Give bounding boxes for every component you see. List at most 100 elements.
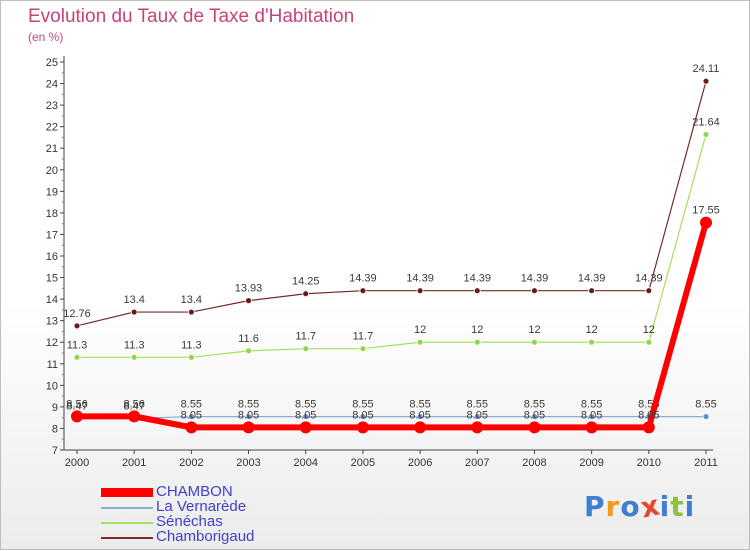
data-point-chambon (528, 421, 541, 434)
data-point-chamborigaud (73, 322, 81, 330)
data-label-chamborigaud: 14.39 (406, 273, 434, 285)
data-label-chambon: 17.55 (692, 205, 720, 217)
data-point-chamborigaud (473, 287, 481, 295)
data-point-chambon (700, 216, 712, 229)
data-point-chamborigaud (645, 287, 653, 295)
data-label-chambon: 8.05 (238, 409, 259, 421)
x-tick-label: 2005 (351, 457, 375, 469)
data-label-la-vernarede: 8.55 (295, 399, 316, 411)
data-point-chambon (642, 421, 655, 434)
data-label-la-vernarede: 8.47 (66, 400, 87, 412)
data-label-senechas: 11.7 (353, 331, 374, 343)
data-point-senechas (588, 338, 596, 346)
proxiti-logo: Proxiti (584, 488, 696, 524)
data-label-la-vernarede: 8.55 (238, 399, 259, 411)
x-tick-label: 2010 (637, 457, 661, 469)
data-label-la-vernarede: 8.55 (181, 399, 202, 411)
data-point-chamborigaud (359, 287, 367, 295)
data-point-chambon (299, 421, 312, 434)
y-tick-label: 19 (46, 186, 58, 198)
logo-letter: i (684, 490, 696, 523)
data-point-chambon (242, 421, 255, 434)
legend-label: Chamborigaud (156, 528, 255, 545)
data-label-chamborigaud: 13.93 (235, 283, 263, 295)
data-label-chamborigaud: 14.25 (292, 276, 320, 288)
data-label-chambon: 8.05 (467, 409, 488, 421)
data-label-senechas: 11.7 (295, 331, 316, 343)
data-label-senechas: 11.3 (124, 339, 145, 351)
y-tick-label: 10 (46, 380, 58, 392)
data-label-chambon: 8.05 (409, 409, 430, 421)
data-point-senechas (130, 353, 138, 361)
data-label-senechas: 21.64 (692, 116, 720, 128)
data-point-chamborigaud (416, 287, 424, 295)
data-point-la-vernarede (416, 413, 424, 420)
data-point-chamborigaud (531, 287, 538, 295)
data-label-la-vernarede: 8.55 (467, 399, 488, 411)
logo-letter: o (620, 490, 641, 523)
data-point-la-vernarede (473, 413, 481, 420)
legend-swatch-chamborigaud (101, 537, 153, 539)
data-point-la-vernarede (187, 413, 195, 420)
x-tick-label: 2003 (236, 457, 260, 469)
data-point-senechas (531, 338, 538, 346)
data-point-chamborigaud (130, 308, 138, 316)
data-label-senechas: 12 (414, 324, 426, 336)
series-line-chamborigaud (76, 81, 707, 327)
y-tick-label: 21 (46, 143, 58, 155)
data-label-chambon: 8.56 (66, 398, 87, 410)
data-point-la-vernarede (588, 413, 596, 420)
data-label-la-vernarede: 8.55 (695, 399, 716, 411)
data-point-la-vernarede (702, 413, 710, 420)
data-point-chamborigaud (245, 297, 252, 305)
series-line-chambon (77, 221, 709, 431)
legend-label: Sénéchas (156, 513, 223, 530)
y-tick-label: 15 (46, 273, 58, 285)
data-label-chambon: 8.05 (524, 409, 545, 421)
data-point-chamborigaud (302, 290, 310, 298)
y-tick-label: 11 (47, 359, 58, 371)
data-point-chamborigaud (702, 77, 710, 85)
data-label-chambon: 8.05 (295, 409, 316, 421)
legend-label: La Vernarède (156, 498, 247, 515)
y-tick-label: 22 (46, 122, 58, 134)
legend-swatch-senechas (101, 522, 153, 524)
data-label-senechas: 12 (643, 324, 655, 336)
logo-letter: r (605, 490, 621, 523)
legend-swatch-chambon (101, 488, 153, 497)
y-tick-label: 8 (52, 423, 58, 435)
data-point-senechas (645, 338, 653, 346)
series-line-la-vernarede (77, 415, 706, 419)
data-point-chambon (71, 410, 83, 423)
data-label-chamborigaud: 12.76 (63, 308, 91, 320)
data-point-la-vernarede (359, 413, 367, 420)
data-label-chamborigaud: 14.39 (635, 273, 663, 285)
data-label-chambon: 8.05 (352, 409, 373, 421)
data-point-chambon (185, 421, 198, 434)
data-label-chamborigaud: 13.4 (123, 294, 144, 306)
logo-letter: i (659, 490, 671, 523)
data-point-senechas (187, 353, 195, 361)
x-tick-label: 2000 (65, 457, 89, 469)
data-label-la-vernarede: 8.55 (409, 399, 430, 411)
legend-swatch-la-vernarede (101, 507, 153, 509)
data-point-senechas (302, 345, 310, 353)
y-tick-label: 12 (46, 337, 58, 349)
data-point-chamborigaud (588, 287, 596, 295)
y-tick-label: 16 (46, 251, 58, 263)
data-label-chamborigaud: 13.4 (181, 294, 202, 306)
data-label-chamborigaud: 14.39 (521, 273, 549, 285)
data-point-chambon (128, 410, 141, 423)
data-point-chambon (471, 421, 484, 434)
legend-label: CHAMBON (156, 483, 233, 500)
data-point-senechas (359, 345, 367, 353)
data-point-chambon (585, 421, 598, 434)
data-label-senechas: 12 (528, 324, 540, 336)
data-point-senechas (473, 338, 481, 346)
data-point-chamborigaud (187, 308, 195, 316)
data-label-senechas: 12 (586, 324, 598, 336)
y-tick-label: 7 (52, 445, 58, 457)
data-label-senechas: 11.3 (67, 339, 88, 351)
data-point-senechas (416, 338, 424, 346)
